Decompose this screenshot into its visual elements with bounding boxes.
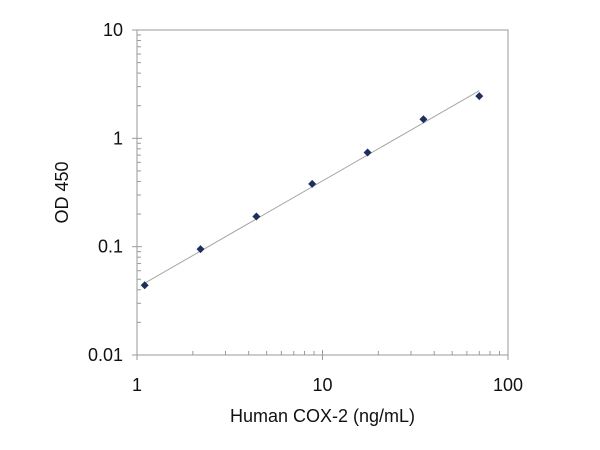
data-point	[140, 281, 149, 290]
x-tick-label: 1	[132, 375, 142, 395]
x-tick-labels: 1 10 100	[132, 375, 523, 395]
y-tick-label: 1	[113, 128, 123, 148]
data-point	[363, 148, 372, 157]
data-point	[252, 212, 261, 221]
x-axis-title: Human COX-2 (ng/mL)	[230, 406, 415, 426]
data-point	[475, 92, 484, 101]
axes	[132, 29, 509, 360]
data-point	[196, 245, 205, 254]
data-point	[419, 115, 428, 124]
data-point	[308, 179, 317, 188]
plot-area	[136, 29, 509, 356]
x-minor-ticks	[136, 350, 509, 360]
x-tick-label: 10	[312, 375, 332, 395]
y-tick-label: 0.01	[88, 345, 123, 365]
y-axis-title: OD 450	[52, 161, 72, 223]
data-points	[140, 92, 484, 290]
x-tick-label: 100	[493, 375, 523, 395]
y-tick-labels: 10 1 0.1 0.01	[88, 20, 123, 365]
y-tick-label: 10	[103, 20, 123, 40]
y-tick-label: 0.1	[98, 237, 123, 257]
